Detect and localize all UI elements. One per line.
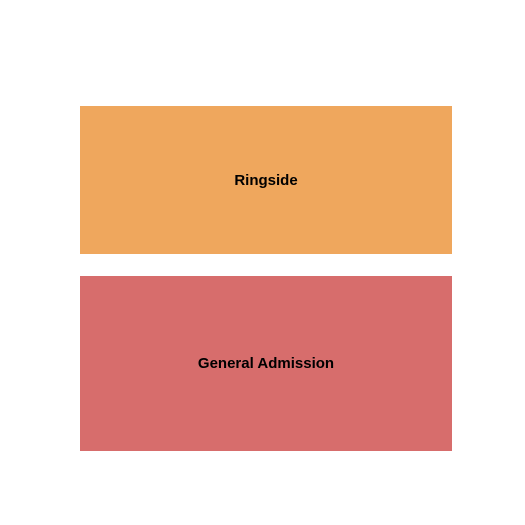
section-label-ringside: Ringside: [234, 172, 297, 189]
section-ringside[interactable]: Ringside: [80, 106, 452, 254]
section-general-admission[interactable]: General Admission: [80, 276, 452, 451]
section-label-general-admission: General Admission: [198, 355, 334, 372]
